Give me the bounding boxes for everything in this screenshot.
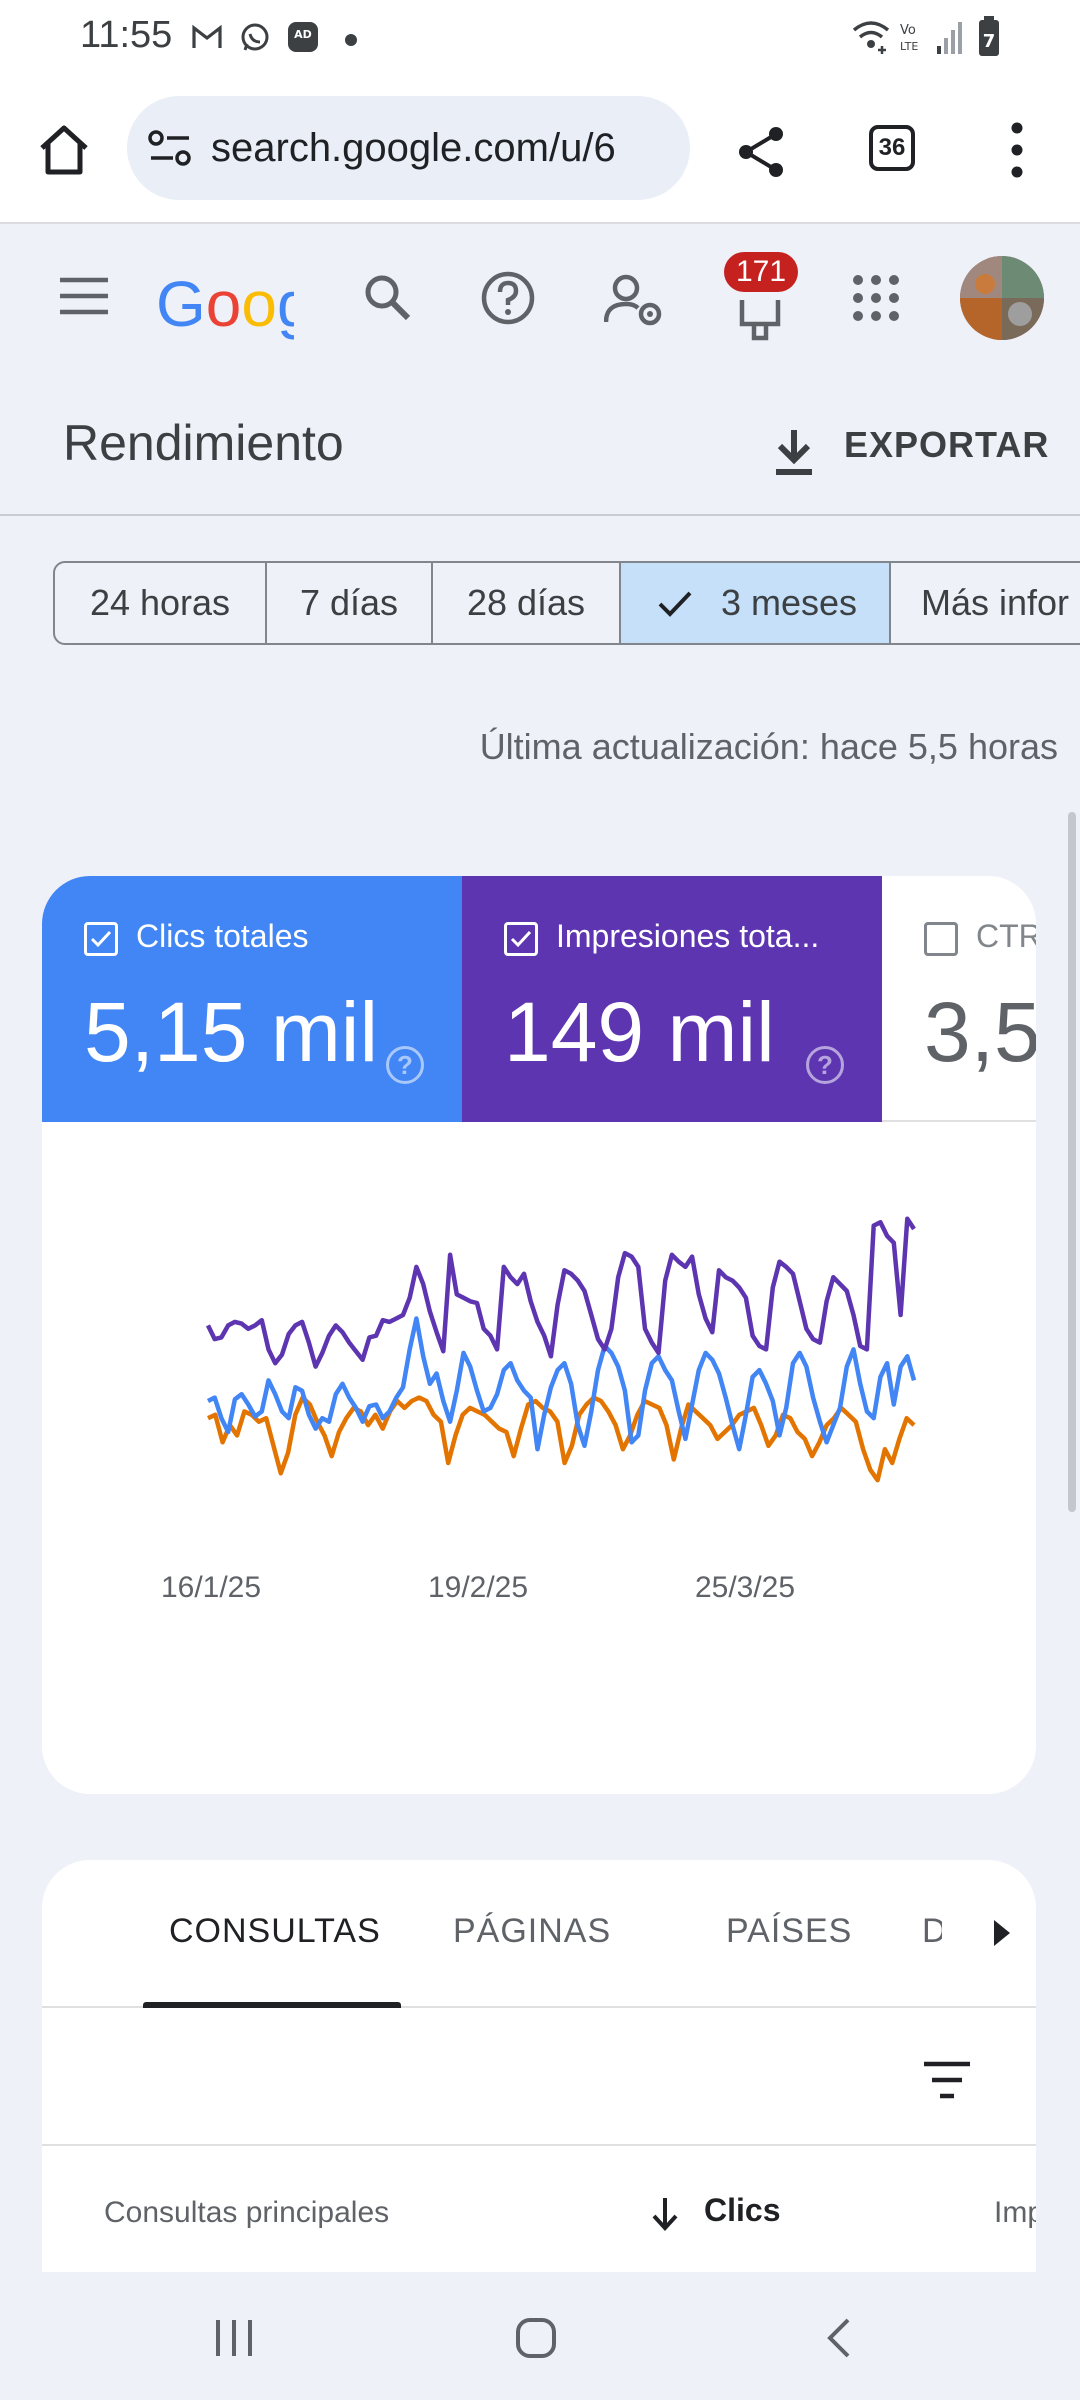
apps-icon[interactable]: [852, 274, 900, 322]
metric-total-clicks[interactable]: Clics totales 5,15 mil ?: [42, 876, 462, 1122]
column-header-top-queries[interactable]: Consultas principales: [104, 2196, 390, 2229]
more-vert-icon[interactable]: [1000, 120, 1034, 180]
battery-icon: 7: [979, 16, 999, 56]
chip-label: 24 horas: [89, 582, 231, 623]
volte-icon: Vo LTE: [900, 23, 918, 53]
share-icon[interactable]: [734, 124, 788, 180]
checkbox-unchecked[interactable]: [924, 922, 958, 956]
chip-label: 7 días: [299, 582, 399, 623]
tabs-button[interactable]: 36: [869, 125, 915, 171]
notification-dot: [345, 34, 357, 46]
svg-text:AD: AD: [294, 28, 312, 41]
menu-icon[interactable]: [58, 276, 110, 316]
table-header: Consultas principales Clics Imp: [42, 2146, 1036, 2276]
recent-apps-icon[interactable]: [212, 2316, 256, 2360]
back-icon[interactable]: [822, 2316, 854, 2360]
tab-devices-partial[interactable]: D: [922, 1912, 942, 1951]
metric-label: CTR: [976, 918, 1036, 954]
checkbox-checked[interactable]: [504, 922, 538, 956]
page-title: Rendimiento: [63, 415, 344, 471]
home-nav-icon[interactable]: [514, 2316, 558, 2360]
series-line-0: [205, 1216, 916, 1369]
chip-24-hours[interactable]: 24 horas: [53, 561, 267, 645]
home-icon[interactable]: [36, 122, 92, 178]
tab-queries[interactable]: CONSULTAS: [169, 1912, 381, 1950]
avatar[interactable]: [960, 256, 1044, 340]
download-icon: [776, 430, 812, 475]
x-tick-label: 16/1/25: [161, 1571, 261, 1604]
help-icon[interactable]: [480, 270, 536, 326]
series-line-2: [207, 1395, 916, 1483]
chip-label: 3 meses: [721, 582, 858, 623]
check-icon: [658, 591, 692, 617]
filter-row: [42, 2008, 1036, 2146]
svg-text:LTE: LTE: [900, 40, 918, 53]
check-icon: [510, 930, 532, 948]
notifications-icon[interactable]: [734, 294, 786, 344]
metric-label: Impresiones tota...: [556, 918, 820, 954]
svg-text:Vo: Vo: [900, 23, 916, 38]
whatsapp-business-icon: [241, 23, 269, 51]
search-icon[interactable]: [362, 272, 412, 322]
metric-value: 3,5: [924, 985, 1036, 1079]
adblocker-icon: AD: [288, 22, 318, 52]
browser-toolbar: search.google.com/u/6 36: [0, 78, 1080, 224]
dimension-tabs: CONSULTAS PÁGINAS PAÍSES D: [42, 1860, 1036, 2008]
tab-label: D: [922, 1912, 942, 1950]
chevron-right-icon[interactable]: [992, 1918, 1012, 1948]
metric-label: Clics totales: [136, 918, 309, 954]
series-layer: [205, 1216, 917, 1483]
address-bar[interactable]: search.google.com/u/6: [127, 96, 690, 200]
checkbox-checked[interactable]: [84, 922, 118, 956]
performance-chart-card: Clics totales 5,15 mil ? Impresiones tot…: [42, 876, 1036, 1794]
export-label: EXPORTAR: [844, 424, 1050, 465]
filter-icon[interactable]: [922, 2060, 972, 2100]
chip-label: Más infor: [921, 582, 1070, 623]
sort-arrow-down-icon[interactable]: [650, 2196, 680, 2232]
gmail-icon: [192, 24, 222, 48]
wifi-calling-icon: [852, 21, 890, 54]
signal-icon: [937, 22, 962, 54]
last-update-text: Última actualización: hace 5,5 horas: [479, 726, 1058, 767]
active-tab-indicator: [143, 2002, 401, 2008]
scrollbar[interactable]: [1068, 812, 1076, 1512]
svg-text:7: 7: [983, 31, 996, 52]
column-header-clicks[interactable]: Clics: [704, 2192, 781, 2228]
check-icon: [90, 930, 112, 948]
chip-7-days[interactable]: 7 días: [265, 561, 433, 645]
page-header: Rendimiento EXPORTAR: [0, 372, 1080, 516]
series-line-1: [206, 1316, 917, 1452]
notification-count-badge: 171: [724, 252, 799, 292]
google-logo[interactable]: Goog: [156, 268, 294, 340]
x-tick-label: 25/3/25: [695, 1571, 795, 1604]
url-text: search.google.com/u/6: [211, 126, 616, 170]
metric-value: 5,15 mil: [84, 985, 379, 1079]
status-time: 11:55: [80, 14, 173, 56]
help-icon[interactable]: ?: [386, 1046, 424, 1084]
tab-countries[interactable]: PAÍSES: [726, 1912, 853, 1950]
performance-line-chart: 16/1/25 19/2/25 25/3/25: [161, 1216, 917, 1604]
chip-28-days[interactable]: 28 días: [431, 561, 621, 645]
chip-3-months[interactable]: 3 meses: [619, 561, 891, 645]
help-icon[interactable]: ?: [806, 1046, 844, 1084]
metric-ctr[interactable]: CTR 3,5: [882, 876, 1036, 1122]
site-settings-icon[interactable]: [147, 128, 193, 168]
tab-pages[interactable]: PÁGINAS: [453, 1912, 612, 1950]
app-bar: Goog 171: [0, 224, 1080, 372]
chip-label: 28 días: [466, 582, 586, 623]
status-bar: 11:55 AD Vo LTE 7: [0, 0, 1080, 78]
system-navigation-bar: [0, 2272, 1080, 2400]
x-tick-label: 19/2/25: [428, 1571, 528, 1604]
metric-value: 149 mil: [504, 985, 775, 1079]
metric-total-impressions[interactable]: Impresiones tota... 149 mil ?: [462, 876, 882, 1122]
chip-more[interactable]: Más infor: [889, 561, 1080, 645]
column-header-impressions[interactable]: Imp: [994, 2196, 1036, 2229]
user-settings-icon[interactable]: [604, 272, 666, 328]
date-range-chips: 24 horas 7 días 28 días 3 meses Más info…: [53, 561, 1080, 645]
